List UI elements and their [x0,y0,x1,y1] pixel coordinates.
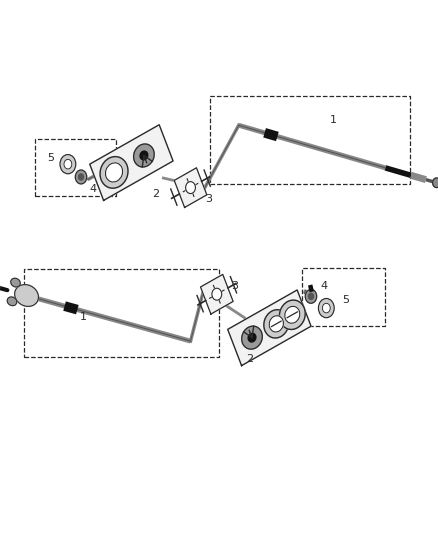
Polygon shape [228,290,311,366]
Ellipse shape [11,278,20,287]
Circle shape [433,178,438,188]
Ellipse shape [140,151,148,160]
Ellipse shape [7,297,17,305]
Text: 1: 1 [80,312,87,322]
Ellipse shape [100,157,128,188]
Circle shape [305,289,317,303]
Text: 4: 4 [321,281,328,290]
Circle shape [75,170,87,184]
Text: 2: 2 [152,189,159,199]
Polygon shape [174,168,207,207]
Ellipse shape [279,300,305,329]
Text: 3: 3 [231,281,238,291]
Ellipse shape [106,163,123,182]
Text: 5: 5 [47,154,54,163]
Text: 5: 5 [343,295,350,305]
Ellipse shape [269,316,283,332]
Text: 4: 4 [90,184,97,194]
Polygon shape [90,125,173,200]
Circle shape [212,288,222,300]
Text: 3: 3 [205,194,212,204]
Ellipse shape [285,306,300,323]
Circle shape [78,174,84,180]
Ellipse shape [248,333,256,342]
Ellipse shape [14,285,39,306]
Circle shape [308,293,314,300]
Circle shape [64,159,72,169]
Ellipse shape [134,144,154,167]
Circle shape [60,155,76,174]
Polygon shape [201,274,233,314]
Circle shape [318,298,334,318]
Text: 2: 2 [246,354,253,364]
Circle shape [186,182,195,193]
Ellipse shape [242,326,262,349]
Text: 1: 1 [329,115,336,125]
Circle shape [322,303,330,313]
Ellipse shape [264,310,289,338]
